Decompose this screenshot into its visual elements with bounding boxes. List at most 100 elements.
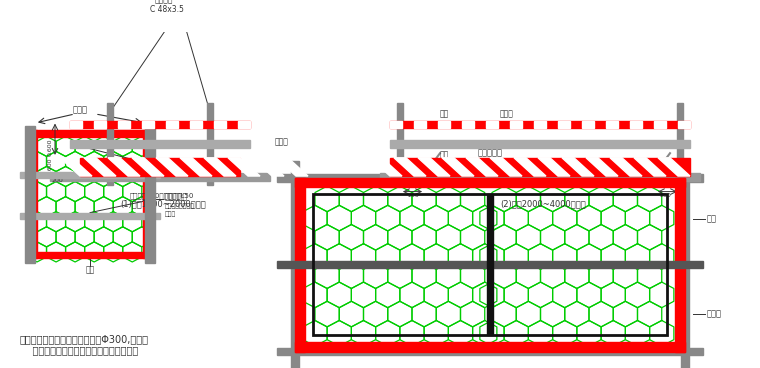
Polygon shape [582, 121, 594, 128]
Text: 下设拖掌板: 下设拖掌板 [477, 148, 502, 157]
Polygon shape [630, 121, 642, 128]
Text: 0.600: 0.600 [48, 139, 53, 156]
Text: (2)边长2000~4000的洞口: (2)边长2000~4000的洞口 [500, 199, 586, 208]
Polygon shape [462, 121, 474, 128]
Bar [295, 178, 305, 351]
Polygon shape [486, 121, 498, 128]
Text: (1)边长1500~2000的洞口: (1)边长1500~2000的洞口 [120, 199, 206, 208]
Bar [25, 126, 35, 263]
Polygon shape [70, 121, 82, 128]
Bar [390, 141, 690, 148]
Bar [30, 130, 37, 258]
Polygon shape [610, 158, 642, 176]
Polygon shape [558, 121, 570, 128]
Bar [70, 121, 250, 128]
Polygon shape [658, 158, 690, 176]
Polygon shape [418, 158, 450, 176]
Bar [70, 141, 250, 148]
Bar [30, 130, 150, 137]
Bar [675, 178, 685, 351]
Text: 下杆: 下杆 [440, 150, 449, 159]
Text: 200: 200 [408, 193, 420, 198]
Text: 0.600: 0.600 [48, 157, 53, 175]
Bar [397, 103, 403, 185]
Polygon shape [190, 121, 202, 128]
Polygon shape [262, 121, 274, 128]
Bar [145, 126, 155, 263]
Text: 横杆: 横杆 [707, 214, 717, 223]
Polygon shape [94, 121, 106, 128]
Polygon shape [252, 158, 284, 176]
Bar [143, 130, 150, 258]
Text: 脚部根宽200，红白相宽Ł50: 脚部根宽200，红白相宽Ł50 [130, 192, 195, 199]
Polygon shape [390, 121, 402, 128]
Text: 安全兜边网: 安全兜边网 [165, 192, 188, 201]
Polygon shape [84, 158, 116, 176]
Bar [295, 178, 685, 187]
Polygon shape [214, 121, 226, 128]
Polygon shape [394, 158, 426, 176]
Bar [487, 194, 493, 335]
Polygon shape [534, 121, 546, 128]
Text: 注：所有栏杆刷红白漆相间均为Φ300,栏杆的: 注：所有栏杆刷红白漆相间均为Φ300,栏杆的 [20, 335, 149, 344]
Bar [390, 158, 690, 176]
Polygon shape [538, 158, 570, 176]
Bar [295, 342, 685, 351]
Text: 手架上: 手架上 [165, 212, 176, 217]
Polygon shape [156, 158, 188, 176]
Polygon shape [438, 121, 450, 128]
Polygon shape [166, 121, 178, 128]
Bar [277, 348, 703, 355]
Polygon shape [490, 158, 522, 176]
Polygon shape [634, 158, 666, 176]
Polygon shape [108, 158, 140, 176]
Text: 栏杆柱: 栏杆柱 [72, 105, 87, 114]
Polygon shape [586, 158, 618, 176]
Bar [30, 252, 150, 258]
Polygon shape [654, 121, 666, 128]
Polygon shape [180, 158, 212, 176]
Text: 挡脚板: 挡脚板 [275, 137, 289, 146]
Bar [313, 194, 667, 335]
Bar [380, 173, 700, 181]
Text: 栏杆柱: 栏杆柱 [500, 109, 514, 118]
Text: 立面除用踢脚板外也可以用密目网围挡。: 立面除用踢脚板外也可以用密目网围挡。 [20, 346, 138, 355]
Polygon shape [204, 158, 236, 176]
Polygon shape [228, 158, 260, 176]
Polygon shape [442, 158, 474, 176]
Text: 安全平网: 安全平网 [165, 160, 183, 169]
Polygon shape [678, 121, 690, 128]
Bar [277, 261, 703, 268]
Bar [291, 162, 299, 368]
Polygon shape [118, 121, 130, 128]
Text: C 48x3.5: C 48x3.5 [150, 4, 184, 14]
Text: 200: 200 [660, 193, 672, 198]
Polygon shape [466, 158, 498, 176]
Polygon shape [414, 121, 426, 128]
Bar [50, 173, 270, 181]
Polygon shape [276, 158, 308, 176]
Bar [677, 103, 683, 185]
Polygon shape [60, 158, 92, 176]
Polygon shape [370, 158, 402, 176]
Polygon shape [286, 121, 298, 128]
Bar [207, 103, 213, 185]
Bar [20, 172, 160, 178]
Bar [20, 213, 160, 219]
Bar [107, 103, 113, 185]
Polygon shape [562, 158, 594, 176]
Polygon shape [132, 158, 164, 176]
Polygon shape [606, 121, 618, 128]
Bar [277, 174, 703, 181]
Polygon shape [238, 121, 250, 128]
Polygon shape [514, 158, 546, 176]
Text: 应缘缘孔处钉在脚: 应缘缘孔处钉在脚 [165, 204, 195, 209]
Bar [390, 121, 690, 128]
Polygon shape [510, 121, 522, 128]
Text: 200: 200 [52, 178, 64, 184]
Polygon shape [142, 121, 154, 128]
Text: 防护栏杆: 防护栏杆 [155, 0, 173, 4]
Bar [681, 162, 689, 368]
Text: 栏杆柱: 栏杆柱 [707, 310, 722, 319]
Bar [80, 158, 240, 176]
